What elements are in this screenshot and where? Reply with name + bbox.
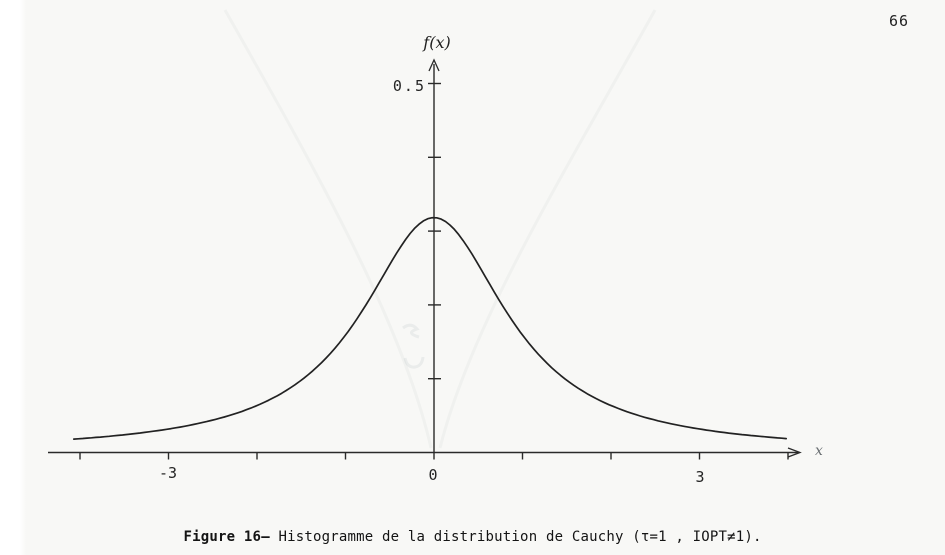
y-axis-title: f(x) — [423, 33, 451, 52]
figure-caption-dash: — — [261, 529, 270, 545]
x-tick-label-minus3: -3 — [158, 464, 178, 482]
x-axis-title: x — [815, 443, 823, 459]
y-tick-label-05: 0.5 — [392, 77, 426, 95]
x-tick-label-3: 3 — [695, 468, 705, 486]
page-number: 66 — [889, 12, 910, 30]
x-tick-label-0: 0 — [428, 466, 438, 484]
figure-caption-text: Histogramme de la distribution de Cauchy… — [269, 529, 762, 545]
figure-caption-number: Figure 16 — [183, 529, 262, 545]
figure-caption: Figure 16— Histogramme de la distributio… — [149, 513, 762, 555]
